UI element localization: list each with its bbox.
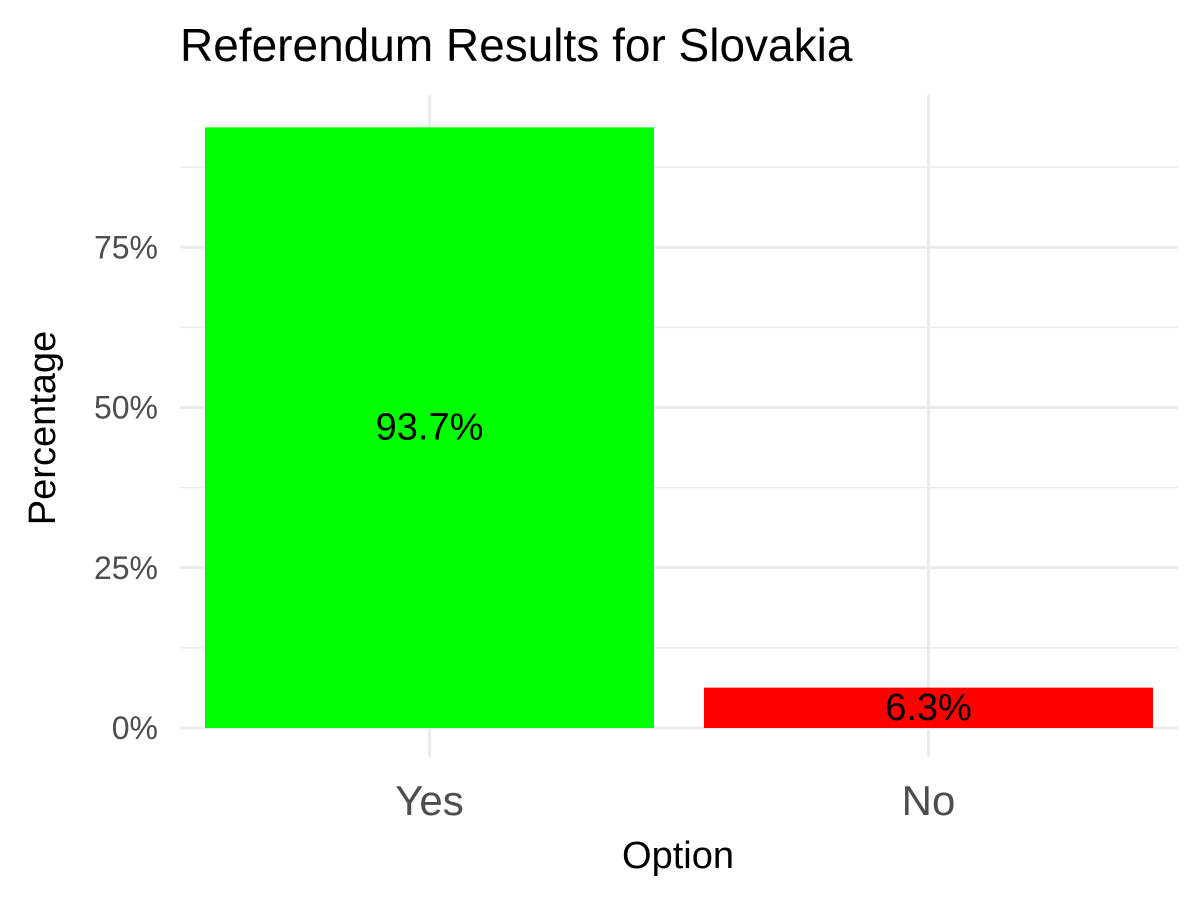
x-tick-label: Yes [395,777,464,824]
chart-title: Referendum Results for Slovakia [180,19,853,71]
y-tick-label: 25% [94,550,158,586]
y-tick-label: 0% [112,710,158,746]
bar-yes [204,127,655,729]
x-axis-ticks: Yes No [395,777,955,824]
bars [204,127,1154,729]
y-tick-label: 75% [94,229,158,265]
x-axis-label: Option [622,835,734,877]
data-labels: 93.7% 6.3% [376,407,972,729]
data-label-yes: 93.7% [376,407,484,449]
data-label-no: 6.3% [885,687,972,729]
y-axis-label: Percentage [22,331,64,525]
x-tick-label: No [902,777,956,824]
y-tick-label: 50% [94,390,158,426]
bar-no [703,687,1154,728]
y-axis-ticks: 0% 25% 50% 75% [94,229,158,746]
